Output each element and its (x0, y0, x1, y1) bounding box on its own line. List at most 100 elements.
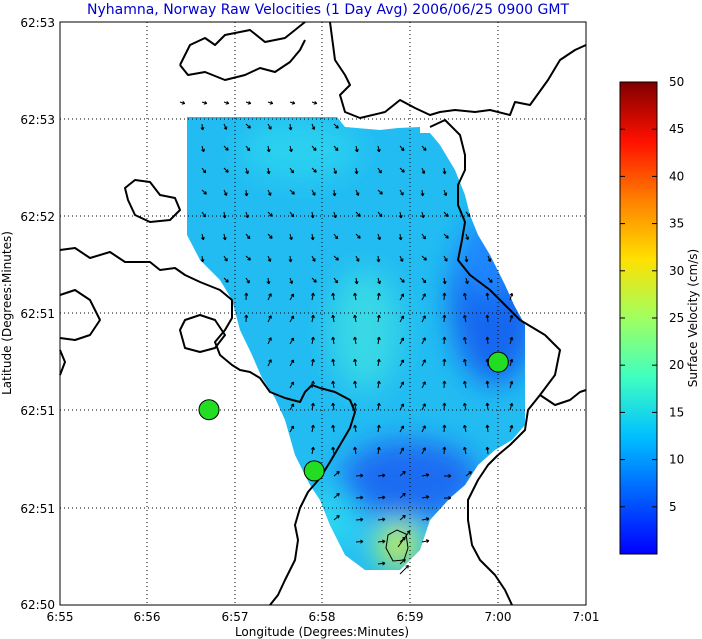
velocity-vector (355, 255, 360, 262)
velocity-vector (355, 211, 361, 217)
velocity-vector (398, 233, 403, 241)
velocity-vector (311, 255, 316, 262)
velocity-vector (377, 233, 381, 241)
velocity-vector (398, 211, 403, 219)
velocity-vector (311, 123, 316, 130)
velocity-vector (311, 314, 315, 323)
velocity-vector (289, 337, 295, 345)
velocity-vector (399, 492, 406, 499)
velocity-vector (442, 314, 447, 323)
velocity-vector (442, 402, 447, 411)
colorbar-label: Surface Velocity (cm/s) (686, 249, 700, 387)
velocity-vector (509, 314, 514, 323)
velocity-vector (289, 277, 294, 284)
velocity-vector (223, 277, 229, 283)
velocity-vector (377, 495, 386, 500)
velocity-vector (353, 358, 358, 367)
velocity-vector (443, 233, 449, 239)
velocity-vector (377, 473, 386, 478)
velocity-vector (244, 189, 249, 197)
velocity-vector (289, 315, 295, 323)
velocity-vector (463, 424, 467, 433)
velocity-vector (442, 277, 447, 285)
velocity-vector (420, 211, 425, 219)
velocity-vector (331, 292, 336, 301)
velocity-vector (509, 336, 514, 345)
velocity-vector (421, 277, 427, 284)
velocity-vector (267, 189, 272, 196)
y-tick-label: 62:50 (20, 598, 55, 612)
velocity-vector (223, 189, 228, 196)
velocity-vector (311, 446, 315, 455)
velocity-vector (485, 380, 490, 389)
velocity-vector (355, 539, 364, 544)
coast-west-bay (59, 289, 101, 341)
velocity-vector (267, 233, 273, 239)
velocity-vector (245, 145, 251, 152)
velocity-vector (399, 145, 405, 152)
velocity-vector (376, 424, 381, 433)
velocity-vector (355, 495, 364, 500)
field-slow-south (340, 440, 480, 520)
velocity-vector (376, 446, 381, 455)
radar-site-marker (198, 399, 220, 421)
velocity-vector (509, 358, 514, 367)
x-tick-label: 6:57 (222, 610, 249, 624)
velocity-vector (332, 189, 337, 197)
velocity-vector (421, 167, 426, 174)
velocity-vector (245, 100, 252, 105)
x-tick-label: 6:59 (397, 610, 424, 624)
velocity-vector (353, 402, 358, 411)
velocity-vector (201, 145, 205, 153)
velocity-vector (267, 123, 272, 130)
velocity-vector (223, 167, 229, 173)
velocity-vector (333, 167, 338, 174)
velocity-vector (311, 292, 315, 301)
velocity-vector (421, 425, 426, 433)
colorbar-tick-label: 35 (669, 217, 684, 231)
velocity-vector (289, 403, 295, 411)
y-tick-label: 62:51 (20, 307, 55, 321)
velocity-vector (245, 123, 251, 129)
colorbar-tick-label: 10 (669, 453, 684, 467)
velocity-vector (421, 539, 430, 543)
velocity-vector (354, 145, 359, 153)
velocity-vector (421, 517, 430, 521)
x-axis-label: Longitude (Degrees:Minutes) (235, 625, 409, 639)
velocity-vector (443, 211, 449, 217)
y-tick-label: 62:51 (20, 404, 55, 418)
velocity-vector (289, 233, 293, 241)
velocity-vector (376, 314, 381, 323)
x-tick-label: 7:00 (485, 610, 512, 624)
velocity-vector (289, 189, 295, 195)
velocity-vector (179, 100, 186, 105)
colorbar-tick-label: 25 (669, 311, 684, 325)
velocity-vector (463, 446, 467, 455)
velocity-vector (222, 233, 227, 241)
velocity-vector (333, 471, 340, 477)
velocity-vector (487, 277, 493, 283)
velocity-vector (288, 255, 293, 263)
velocity-vector (223, 123, 228, 130)
velocity-vector (201, 189, 207, 195)
radar-site-marker (487, 351, 509, 373)
velocity-vector (421, 337, 426, 345)
velocity-vector (485, 292, 490, 301)
velocity-vector (399, 189, 404, 196)
velocity-vector (444, 495, 452, 500)
field-faster-center (330, 270, 400, 390)
velocity-vector (443, 255, 448, 262)
velocity-vector (333, 493, 340, 499)
velocity-vector (200, 233, 205, 241)
velocity-vector (399, 447, 404, 455)
velocity-vector (443, 189, 448, 196)
velocity-vector (353, 292, 358, 301)
velocity-vector (442, 358, 447, 367)
velocity-vector (421, 233, 426, 240)
velocity-vector (376, 336, 381, 345)
velocity-vector (223, 100, 230, 105)
velocity-vector (442, 446, 447, 455)
velocity-vector (289, 145, 293, 153)
velocity-vector (399, 359, 404, 367)
velocity-vector (376, 255, 381, 263)
